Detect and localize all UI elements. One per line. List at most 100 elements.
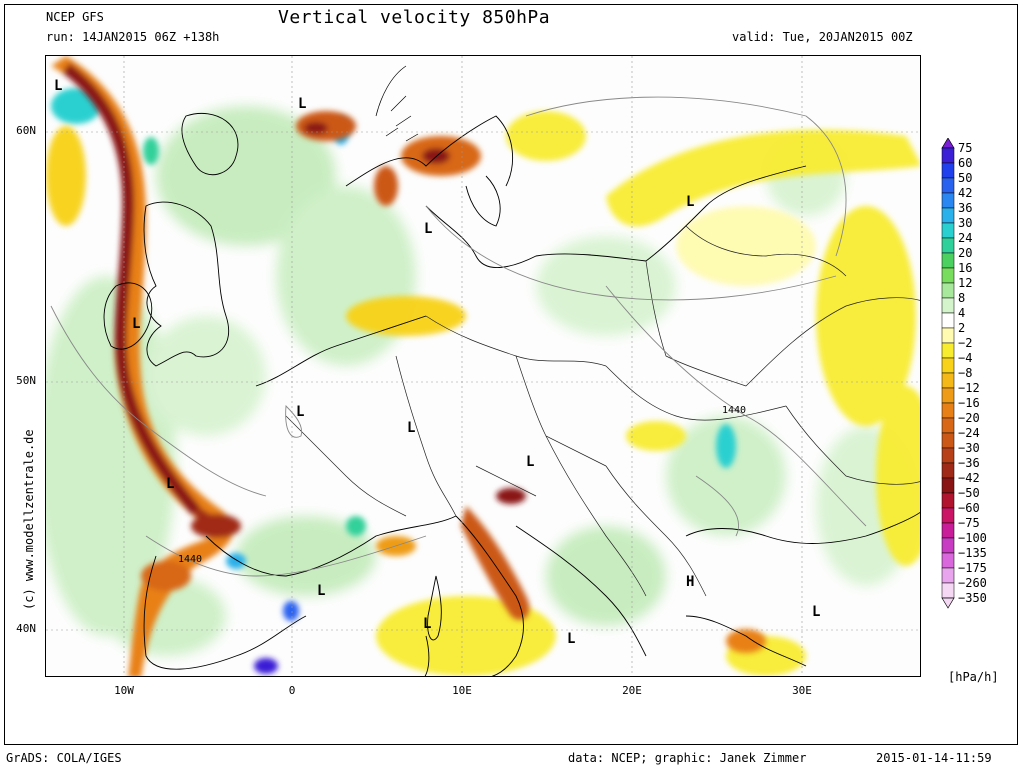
lat-label-40n: 40N: [16, 622, 36, 635]
low-label: L: [423, 616, 432, 632]
legend-level-label: −75: [958, 516, 980, 530]
legend-swatch: [941, 192, 955, 209]
high-label: H: [686, 574, 695, 590]
low-label: L: [526, 454, 535, 470]
legend-swatch: [941, 147, 955, 164]
legend-level-label: −175: [958, 561, 987, 575]
legend-swatch: [941, 357, 955, 374]
color-legend: 75 60 50 42 36 30 24 20 16 12 8 4 2 −2 −4 −8 −12 −16 −20 −2…: [940, 138, 1020, 633]
legend-swatch: [941, 282, 955, 299]
footer-software: GrADS: COLA/IGES: [6, 751, 122, 765]
legend-level-label: −350: [958, 591, 987, 605]
low-label: L: [812, 604, 821, 620]
legend-level-label: −12: [958, 381, 980, 395]
legend-level-label: 16: [958, 261, 973, 275]
legend-level-label: 12: [958, 276, 973, 290]
legend-level-label: −135: [958, 546, 987, 560]
legend-level-label: −4: [958, 351, 973, 365]
low-label: L: [317, 583, 326, 599]
legend-swatch: [941, 177, 955, 194]
legend-swatch: [941, 567, 955, 584]
legend-level-label: −50: [958, 486, 980, 500]
legend-level-label: 60: [958, 156, 973, 170]
lon-label-10w: 10W: [114, 684, 134, 697]
legend-level-label: −30: [958, 441, 980, 455]
legend-level-label: 50: [958, 171, 973, 185]
legend-level-label: −60: [958, 501, 980, 515]
low-label: L: [296, 404, 305, 420]
legend-swatch: [941, 372, 955, 389]
legend-swatch: [941, 237, 955, 254]
legend-level-label: 8: [958, 291, 966, 305]
lon-label-10e: 10E: [452, 684, 472, 697]
legend-swatch: [941, 327, 955, 344]
run-info: run: 14JAN2015 06Z +138h: [46, 30, 220, 44]
legend-swatch: [941, 417, 955, 434]
legend-swatch: [941, 552, 955, 569]
footer-timestamp: 2015-01-14-11:59: [876, 751, 992, 765]
low-label: L: [407, 420, 416, 436]
legend-swatch: [941, 207, 955, 224]
low-label: L: [298, 96, 307, 112]
legend-swatch: [941, 507, 955, 524]
chart-title: Vertical velocity 850hPa: [278, 7, 551, 28]
legend-level-label: 2: [958, 321, 966, 335]
legend-level-label: −36: [958, 456, 980, 470]
lat-label-60n: 60N: [16, 124, 36, 137]
low-label: L: [424, 221, 433, 237]
legend-swatch: [941, 522, 955, 539]
legend-level-label: −260: [958, 576, 987, 590]
legend-swatch: [941, 297, 955, 314]
legend-level-label: −8: [958, 366, 973, 380]
legend-bottom-arrow: [941, 597, 955, 609]
legend-swatch: [941, 252, 955, 269]
geopotential-contours: [50, 96, 867, 577]
strong-descent-bands: [51, 56, 766, 676]
legend-level-label: 4: [958, 306, 966, 320]
legend-level-label: 36: [958, 201, 973, 215]
legend-level-label: 42: [958, 186, 973, 200]
low-label: L: [132, 316, 141, 332]
legend-swatch: [941, 162, 955, 179]
footer-credits: data: NCEP; graphic: Janek Zimmer: [568, 751, 807, 765]
legend-swatch: [941, 402, 955, 419]
legend-swatch: [941, 492, 955, 509]
low-label: L: [567, 631, 576, 647]
legend-level-label: 75: [958, 141, 973, 155]
legend-level-label: −24: [958, 426, 980, 440]
legend-swatch: [941, 342, 955, 359]
legend-swatch: [941, 537, 955, 554]
lon-label-30e: 30E: [792, 684, 812, 697]
borders: [285, 225, 920, 597]
legend-level-label: 24: [958, 231, 973, 245]
isobar-label: 1440: [722, 405, 747, 416]
legend-swatch: [941, 462, 955, 479]
legend-level-label: 20: [958, 246, 973, 260]
legend-level-label: −2: [958, 336, 973, 350]
lon-label-0: 0: [288, 684, 296, 697]
legend-unit: [hPa/h]: [948, 670, 999, 684]
legend-swatch: [941, 447, 955, 464]
lat-label-50n: 50N: [16, 374, 36, 387]
legend-swatch: [941, 432, 955, 449]
coastlines: [103, 112, 920, 676]
model-name: NCEP GFS: [46, 10, 104, 24]
legend-level-label: −16: [958, 396, 980, 410]
figure-frame: [4, 4, 1018, 745]
legend-level-label: −42: [958, 471, 980, 485]
map-panel: L L L L L L L L L L L L L H 1440 1440: [45, 55, 921, 677]
ascent-field: [46, 106, 916, 656]
legend-level-label: 30: [958, 216, 973, 230]
graticule: [46, 56, 920, 676]
legend-colorbar: [941, 138, 955, 609]
legend-top-arrow: [941, 138, 955, 149]
legend-level-label: −20: [958, 411, 980, 425]
low-label: L: [686, 194, 695, 210]
valid-time: valid: Tue, 20JAN2015 00Z: [732, 30, 913, 44]
lon-label-20e: 20E: [622, 684, 642, 697]
legend-swatch: [941, 387, 955, 404]
norway-coast: [375, 65, 419, 142]
legend-swatch: [941, 582, 955, 599]
legend-swatch: [941, 267, 955, 284]
legend-level-label: −100: [958, 531, 987, 545]
